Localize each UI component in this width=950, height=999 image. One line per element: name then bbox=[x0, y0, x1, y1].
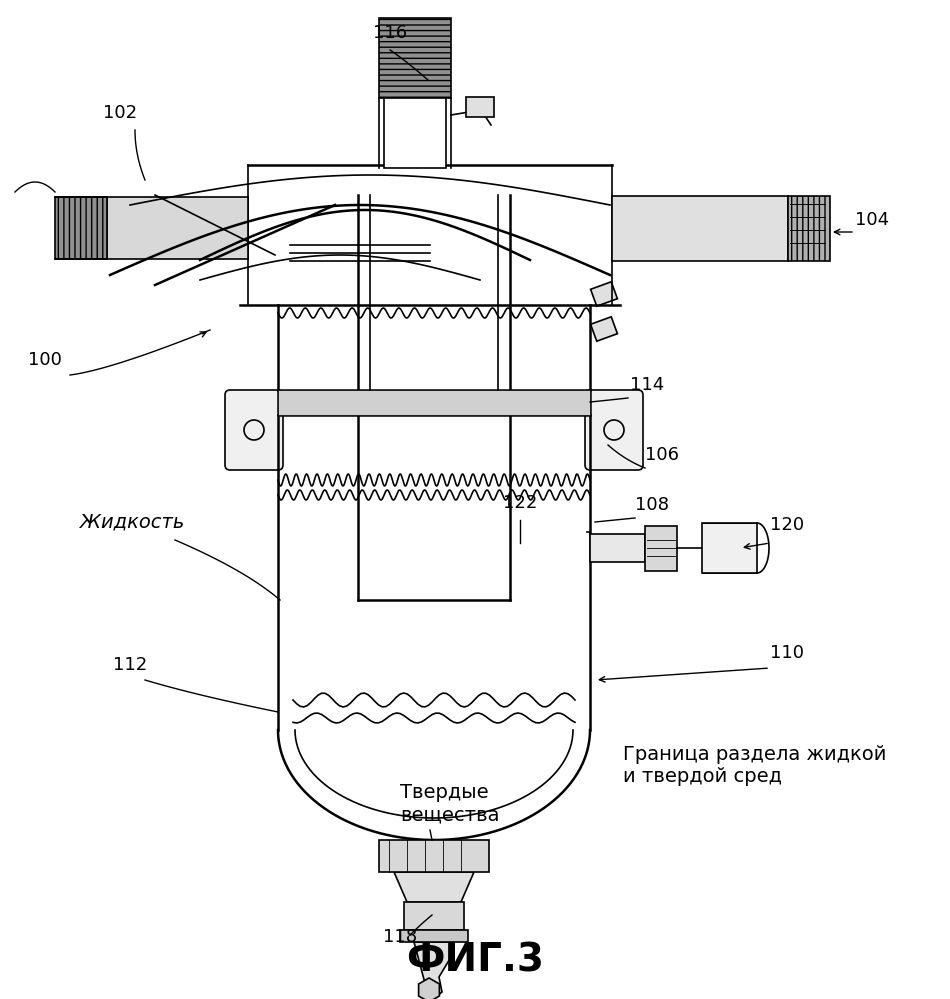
Bar bbox=[466, 97, 494, 117]
Text: 102: 102 bbox=[103, 104, 137, 122]
Circle shape bbox=[79, 226, 83, 230]
Bar bbox=[379, 840, 489, 872]
Text: 122: 122 bbox=[503, 494, 537, 512]
Text: и твердой сред: и твердой сред bbox=[623, 767, 782, 786]
Bar bbox=[404, 902, 464, 930]
FancyBboxPatch shape bbox=[585, 390, 643, 470]
Bar bbox=[384, 98, 446, 168]
Bar bbox=[400, 930, 468, 942]
Text: 110: 110 bbox=[770, 644, 804, 662]
Text: вещества: вещества bbox=[400, 805, 500, 824]
Text: Граница раздела жидкой: Граница раздела жидкой bbox=[623, 745, 886, 764]
Bar bbox=[379, 18, 451, 98]
Text: ФИГ.3: ФИГ.3 bbox=[406, 941, 544, 979]
Text: Жидкость: Жидкость bbox=[80, 513, 184, 532]
Bar bbox=[278, 390, 590, 415]
Bar bbox=[788, 196, 830, 261]
Bar bbox=[590, 534, 645, 562]
Text: 108: 108 bbox=[635, 496, 669, 514]
Bar bbox=[55, 197, 107, 259]
Bar bbox=[702, 523, 757, 573]
Bar bbox=[107, 197, 248, 259]
Text: 118: 118 bbox=[383, 928, 417, 946]
Text: 106: 106 bbox=[645, 446, 679, 464]
Text: 100: 100 bbox=[28, 351, 62, 369]
Text: 114: 114 bbox=[630, 376, 664, 394]
FancyBboxPatch shape bbox=[225, 390, 283, 470]
Text: 116: 116 bbox=[373, 24, 407, 42]
Text: 120: 120 bbox=[770, 516, 804, 534]
Bar bbox=[591, 317, 618, 342]
Bar bbox=[612, 196, 788, 261]
Bar bbox=[591, 282, 618, 307]
Polygon shape bbox=[414, 942, 454, 997]
Text: 104: 104 bbox=[855, 211, 889, 229]
Polygon shape bbox=[394, 872, 474, 902]
Text: 112: 112 bbox=[113, 656, 147, 674]
Text: Твердые: Твердые bbox=[400, 783, 488, 802]
Bar bbox=[645, 526, 677, 571]
